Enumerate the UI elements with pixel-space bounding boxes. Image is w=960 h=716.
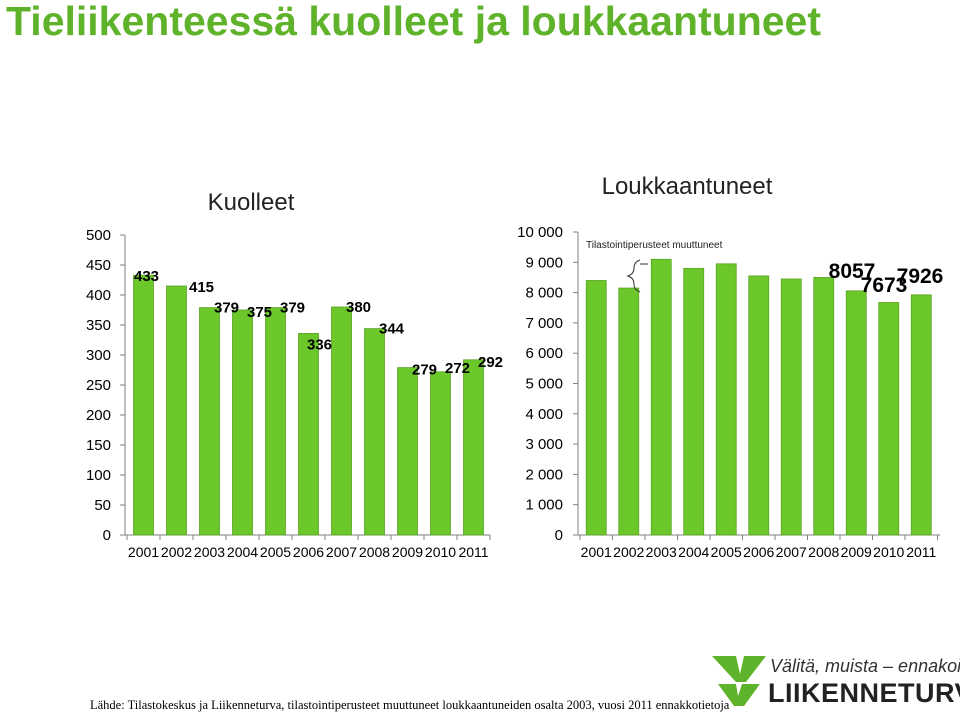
y-tick-label: 5 000 bbox=[525, 376, 563, 393]
liikenneturva-chevron-icon bbox=[712, 656, 766, 706]
annotation-text: Tilastointiperusteet muuttuneet bbox=[586, 240, 723, 251]
bar bbox=[463, 359, 484, 536]
y-tick-label: 2 000 bbox=[525, 466, 563, 483]
y-tick-label: 500 bbox=[86, 227, 111, 244]
bar bbox=[813, 277, 835, 536]
bar bbox=[780, 278, 802, 536]
x-tick-label: 2011 bbox=[906, 544, 936, 560]
y-tick-label: 10 000 bbox=[517, 224, 563, 241]
y-tick-label: 0 bbox=[555, 527, 563, 544]
data-label: 415 bbox=[189, 279, 214, 296]
data-label: 344 bbox=[379, 321, 405, 338]
y-tick-label: 3 000 bbox=[525, 436, 563, 453]
x-tick-label: 2002 bbox=[161, 544, 192, 560]
data-label: 272 bbox=[445, 360, 470, 377]
x-tick-label: 2005 bbox=[711, 544, 742, 560]
bar bbox=[331, 306, 352, 536]
y-tick-label: 300 bbox=[86, 347, 111, 364]
y-tick-label: 1 000 bbox=[525, 497, 563, 514]
data-label: 380 bbox=[346, 299, 371, 316]
x-tick-label: 2004 bbox=[678, 544, 709, 560]
y-tick-label: 4 000 bbox=[525, 406, 563, 423]
bar bbox=[364, 328, 385, 536]
x-tick-label: 2006 bbox=[293, 544, 324, 560]
liikenneturva-logo: Välitä, muista – ennakoi. LIIKENNETURVA bbox=[706, 648, 960, 712]
x-tick-label: 2004 bbox=[227, 544, 258, 560]
data-label: 433 bbox=[134, 268, 159, 285]
bar bbox=[910, 294, 932, 536]
page-title: Tieliikenteessä kuolleet ja loukkaantune… bbox=[6, 0, 822, 44]
chart-title: Kuolleet bbox=[208, 189, 295, 216]
y-tick-label: 250 bbox=[86, 377, 111, 394]
y-tick-label: 9 000 bbox=[525, 254, 563, 271]
charts-area: Kuolleet 0 50 100 150 200 250 300 350 400 450 500 20… bbox=[86, 173, 943, 560]
x-tick-label: 2007 bbox=[326, 544, 357, 560]
y-tick-label: 350 bbox=[86, 317, 111, 334]
source-note: Lähde: Tilastokeskus ja Liikenneturva, t… bbox=[90, 698, 730, 712]
y-tick-label: 200 bbox=[86, 407, 111, 424]
logo-brand: LIIKENNETURVA bbox=[768, 678, 960, 708]
bar bbox=[166, 285, 187, 536]
bar bbox=[232, 309, 253, 536]
bar bbox=[585, 280, 607, 536]
x-tick-label: 2011 bbox=[458, 544, 488, 560]
x-tick-label: 2009 bbox=[392, 544, 423, 560]
x-tick-label: 2001 bbox=[581, 544, 612, 560]
data-label: 279 bbox=[412, 362, 437, 379]
bar bbox=[878, 302, 900, 536]
y-tick-label: 8 000 bbox=[525, 285, 563, 302]
data-label: 375 bbox=[247, 304, 272, 321]
y-tick-label: 50 bbox=[94, 497, 111, 514]
x-tick-label: 2002 bbox=[613, 544, 644, 560]
chart-loukkaantuneet: Loukkaantuneet 0 1 000 2 000 3 000 4 000 5 000… bbox=[517, 173, 943, 560]
bar bbox=[845, 290, 867, 536]
bar bbox=[618, 287, 640, 536]
data-label: 379 bbox=[280, 300, 305, 317]
bar bbox=[683, 267, 705, 536]
bar bbox=[199, 307, 220, 536]
data-label: 292 bbox=[478, 354, 503, 371]
x-tick-label: 2008 bbox=[808, 544, 839, 560]
y-tick-label: 450 bbox=[86, 257, 111, 274]
bar bbox=[715, 263, 737, 536]
bar bbox=[748, 275, 770, 536]
x-tick-label: 2003 bbox=[646, 544, 677, 560]
x-tick-label: 2007 bbox=[776, 544, 807, 560]
bar bbox=[298, 332, 319, 536]
logo-slogan: Välitä, muista – ennakoi. bbox=[770, 656, 960, 676]
bar bbox=[397, 367, 418, 536]
y-tick-label: 400 bbox=[86, 287, 111, 304]
y-tick-label: 7 000 bbox=[525, 315, 563, 332]
bar bbox=[650, 258, 672, 536]
y-tick-label: 6 000 bbox=[525, 345, 563, 362]
x-tick-label: 2003 bbox=[194, 544, 225, 560]
x-tick-label: 2009 bbox=[841, 544, 872, 560]
y-tick-label: 150 bbox=[86, 437, 111, 454]
x-tick-label: 2006 bbox=[743, 544, 774, 560]
y-tick-label: 0 bbox=[103, 527, 111, 544]
chart-title: Loukkaantuneet bbox=[602, 173, 773, 200]
data-label: 7926 bbox=[897, 265, 944, 288]
x-tick-label: 2010 bbox=[873, 544, 904, 560]
x-tick-label: 2005 bbox=[260, 544, 291, 560]
annotation-brace bbox=[626, 259, 641, 293]
x-tick-label: 2010 bbox=[425, 544, 456, 560]
bar bbox=[133, 274, 154, 536]
chart-kuolleet: Kuolleet 0 50 100 150 200 250 300 350 400 450 500 20… bbox=[86, 189, 503, 560]
y-tick-label: 100 bbox=[86, 467, 111, 484]
bar bbox=[265, 307, 286, 536]
bar bbox=[430, 371, 451, 536]
x-tick-label: 2001 bbox=[128, 544, 159, 560]
x-tick-label: 2008 bbox=[359, 544, 390, 560]
data-label: 336 bbox=[307, 336, 332, 353]
data-label: 379 bbox=[214, 300, 239, 317]
data-label: 8057 bbox=[829, 260, 876, 283]
data-label: 7673 bbox=[861, 274, 908, 297]
